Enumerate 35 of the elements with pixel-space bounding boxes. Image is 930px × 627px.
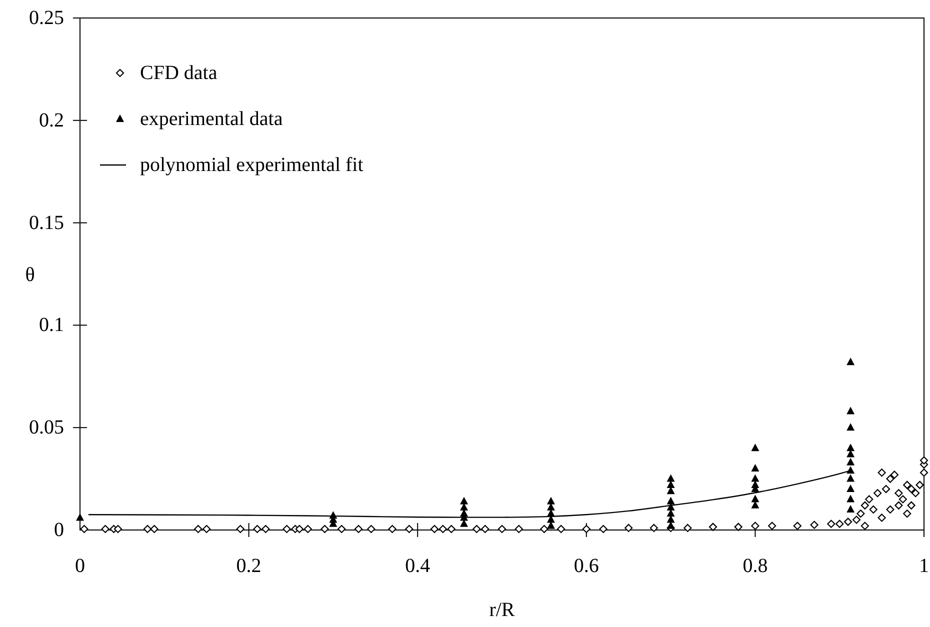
point	[846, 484, 855, 492]
point	[846, 423, 855, 431]
x-tick-label: 0.8	[742, 555, 768, 577]
y-tick-label: 0.25	[29, 7, 64, 29]
point	[846, 444, 855, 452]
legend-label: polynomial experimental fit	[140, 154, 364, 176]
x-tick-label: 0	[75, 555, 85, 577]
point	[846, 358, 855, 366]
x-tick-label: 0.4	[405, 555, 430, 577]
y-tick-label: 0.1	[39, 314, 64, 336]
point	[460, 496, 468, 504]
x-tick-label: 0.2	[236, 555, 262, 577]
x-axis-title: r/R	[489, 599, 516, 621]
point	[846, 474, 855, 482]
y-tick-label: 0.2	[39, 109, 64, 132]
x-tick-label: 0.6	[574, 555, 599, 577]
point	[751, 444, 760, 452]
y-tick-label: 0.05	[29, 416, 64, 439]
point	[751, 474, 760, 482]
legend-label: CFD data	[140, 62, 218, 84]
y-tick-label: 0	[54, 519, 64, 541]
x-tick-label: 1	[919, 555, 929, 577]
point	[546, 496, 555, 504]
point	[846, 406, 855, 414]
point	[666, 496, 675, 504]
point	[751, 494, 760, 502]
legend-label: experimental data	[140, 108, 283, 130]
point	[666, 474, 675, 482]
y-tick-label: 0.15	[29, 212, 64, 234]
point	[846, 494, 855, 502]
point	[76, 513, 84, 521]
point	[846, 458, 855, 466]
point	[751, 464, 760, 472]
y-axis-title: θ	[25, 264, 35, 286]
point	[846, 505, 855, 513]
